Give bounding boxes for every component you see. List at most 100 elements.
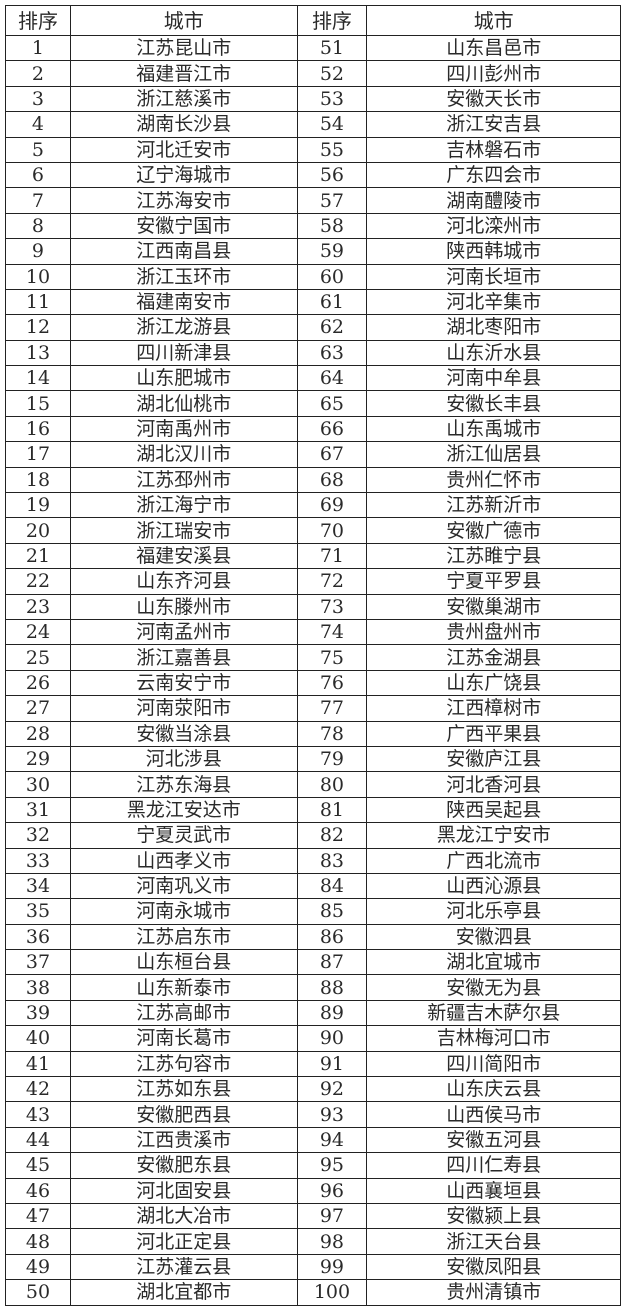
header-rank-left: 排序 bbox=[5, 5, 71, 36]
cell-city-right: 山东沂水县 bbox=[366, 339, 621, 367]
cell-city-left: 宁夏灵武市 bbox=[69, 822, 298, 849]
cell-rank-left: 34 bbox=[5, 872, 71, 900]
cell-city-left: 河北固安县 bbox=[69, 1177, 298, 1204]
cell-city-left: 安徽宁国市 bbox=[69, 212, 298, 240]
cell-rank-right: 91 bbox=[296, 1050, 368, 1078]
table-row: 44 江西贵溪市 94 安徽五河县 bbox=[5, 1126, 621, 1154]
cell-city-right: 山东庆云县 bbox=[366, 1076, 621, 1103]
table-row: 22 山东齐河县 72 宁夏平罗县 bbox=[5, 568, 621, 595]
cell-rank-left: 49 bbox=[5, 1253, 71, 1281]
table-row: 16 河南禹州市 66 山东禹城市 bbox=[5, 415, 621, 443]
cell-rank-right: 72 bbox=[296, 568, 368, 595]
table-row: 14 山东肥城市 64 河南中牟县 bbox=[5, 365, 621, 392]
cell-rank-right: 59 bbox=[296, 238, 368, 265]
table-row: 12 浙江龙游县 62 湖北枣阳市 bbox=[5, 314, 621, 341]
table-row: 30 江苏东海县 80 河北香河县 bbox=[5, 771, 621, 798]
table-row: 17 湖北汉川市 67 浙江仙居县 bbox=[5, 441, 621, 468]
cell-rank-right: 80 bbox=[296, 771, 368, 798]
cell-rank-right: 78 bbox=[296, 720, 368, 747]
cell-rank-left: 28 bbox=[5, 720, 71, 747]
cell-city-left: 浙江嘉善县 bbox=[69, 644, 298, 671]
cell-rank-right: 65 bbox=[296, 390, 368, 417]
table-row: 13 四川新津县 63 山东沂水县 bbox=[5, 339, 621, 367]
table-row: 23 山东滕州市 73 安徽巢湖市 bbox=[5, 593, 621, 620]
cell-rank-left: 4 bbox=[5, 111, 71, 138]
table-row: 19 浙江海宁市 69 江苏新沂市 bbox=[5, 492, 621, 519]
cell-city-right: 河北香河县 bbox=[366, 771, 621, 798]
cell-city-left: 山东新泰市 bbox=[69, 974, 298, 1001]
cell-rank-right: 74 bbox=[296, 618, 368, 646]
cell-rank-left: 3 bbox=[5, 85, 71, 113]
cell-rank-left: 46 bbox=[5, 1177, 71, 1204]
cell-city-left: 江苏灌云县 bbox=[69, 1253, 298, 1281]
cell-city-right: 山西沁源县 bbox=[366, 872, 621, 900]
cell-rank-right: 56 bbox=[296, 161, 368, 189]
cell-rank-left: 17 bbox=[5, 441, 71, 468]
table-row: 26 云南安宁市 76 山东广饶县 bbox=[5, 669, 621, 697]
cell-rank-right: 64 bbox=[296, 365, 368, 392]
cell-city-left: 云南安宁市 bbox=[69, 669, 298, 697]
cell-rank-right: 71 bbox=[296, 542, 368, 570]
table-row: 15 湖北仙桃市 65 安徽长丰县 bbox=[5, 390, 621, 417]
cell-city-left: 江苏启东市 bbox=[69, 923, 298, 951]
cell-rank-right: 99 bbox=[296, 1253, 368, 1281]
table-row: 5 河北迁安市 55 吉林磐石市 bbox=[5, 136, 621, 163]
cell-rank-left: 36 bbox=[5, 923, 71, 951]
cell-city-left: 江苏高邮市 bbox=[69, 999, 298, 1027]
cell-rank-left: 11 bbox=[5, 288, 71, 316]
header-city-right: 城市 bbox=[366, 5, 621, 36]
table-row: 47 湖北大冶市 97 安徽颍上县 bbox=[5, 1202, 621, 1230]
cell-rank-right: 70 bbox=[296, 517, 368, 544]
cell-rank-left: 12 bbox=[5, 314, 71, 341]
cell-rank-left: 29 bbox=[5, 745, 71, 773]
table-row: 6 辽宁海城市 56 广东四会市 bbox=[5, 161, 621, 189]
cell-city-left: 安徽肥东县 bbox=[69, 1152, 298, 1179]
cell-rank-right: 61 bbox=[296, 288, 368, 316]
cell-city-right: 江苏金湖县 bbox=[366, 644, 621, 671]
cell-city-left: 河南禹州市 bbox=[69, 415, 298, 443]
cell-city-right: 安徽长丰县 bbox=[366, 390, 621, 417]
cell-rank-left: 19 bbox=[5, 492, 71, 519]
cell-rank-left: 43 bbox=[5, 1101, 71, 1128]
cell-rank-left: 45 bbox=[5, 1152, 71, 1179]
cell-city-right: 河北乐亭县 bbox=[366, 898, 621, 925]
table-row: 36 江苏启东市 86 安徽泗县 bbox=[5, 923, 621, 951]
table-row: 48 河北正定县 98 浙江天台县 bbox=[5, 1228, 621, 1255]
cell-city-right: 黑龙江宁安市 bbox=[366, 822, 621, 849]
cell-rank-left: 26 bbox=[5, 669, 71, 697]
table-row: 27 河南荥阳市 77 江西樟树市 bbox=[5, 695, 621, 722]
cell-city-right: 山西侯马市 bbox=[366, 1101, 621, 1128]
cell-rank-right: 92 bbox=[296, 1076, 368, 1103]
cell-rank-left: 6 bbox=[5, 161, 71, 189]
cell-rank-right: 57 bbox=[296, 187, 368, 214]
cell-rank-left: 13 bbox=[5, 339, 71, 367]
table-row: 50 湖北宜都市 100 贵州清镇市 bbox=[5, 1279, 621, 1306]
cell-rank-left: 27 bbox=[5, 695, 71, 722]
table-row: 7 江苏海安市 57 湖南醴陵市 bbox=[5, 187, 621, 214]
cell-rank-right: 83 bbox=[296, 847, 368, 874]
cell-city-left: 河南孟州市 bbox=[69, 618, 298, 646]
cell-rank-right: 100 bbox=[296, 1279, 368, 1306]
cell-rank-right: 77 bbox=[296, 695, 368, 722]
table-row: 20 浙江瑞安市 70 安徽广德市 bbox=[5, 517, 621, 544]
cell-city-left: 湖北大冶市 bbox=[69, 1202, 298, 1230]
cell-rank-left: 23 bbox=[5, 593, 71, 620]
cell-city-left: 浙江龙游县 bbox=[69, 314, 298, 341]
table-row: 11 福建南安市 61 河北辛集市 bbox=[5, 288, 621, 316]
cell-rank-left: 24 bbox=[5, 618, 71, 646]
cell-city-right: 湖北宜城市 bbox=[366, 949, 621, 976]
cell-rank-right: 98 bbox=[296, 1228, 368, 1255]
cell-rank-left: 32 bbox=[5, 822, 71, 849]
cell-city-right: 安徽巢湖市 bbox=[366, 593, 621, 620]
cell-city-right: 河北滦州市 bbox=[366, 212, 621, 240]
table-row: 35 河南永城市 85 河北乐亭县 bbox=[5, 898, 621, 925]
cell-city-right: 四川彭州市 bbox=[366, 60, 621, 87]
cell-city-left: 湖南长沙县 bbox=[69, 111, 298, 138]
cell-rank-right: 63 bbox=[296, 339, 368, 367]
cell-city-right: 江苏新沂市 bbox=[366, 492, 621, 519]
table-row: 4 湖南长沙县 54 浙江安吉县 bbox=[5, 111, 621, 138]
cell-city-left: 河北涉县 bbox=[69, 745, 298, 773]
ranking-table: 排序 城市 排序 城市 1 江苏昆山市 51 山东昌邑市 2 福建晋江市 52 四川彭州市 3 浙… bbox=[5, 5, 621, 1306]
cell-rank-right: 85 bbox=[296, 898, 368, 925]
table-row: 32 宁夏灵武市 82 黑龙江宁安市 bbox=[5, 822, 621, 849]
